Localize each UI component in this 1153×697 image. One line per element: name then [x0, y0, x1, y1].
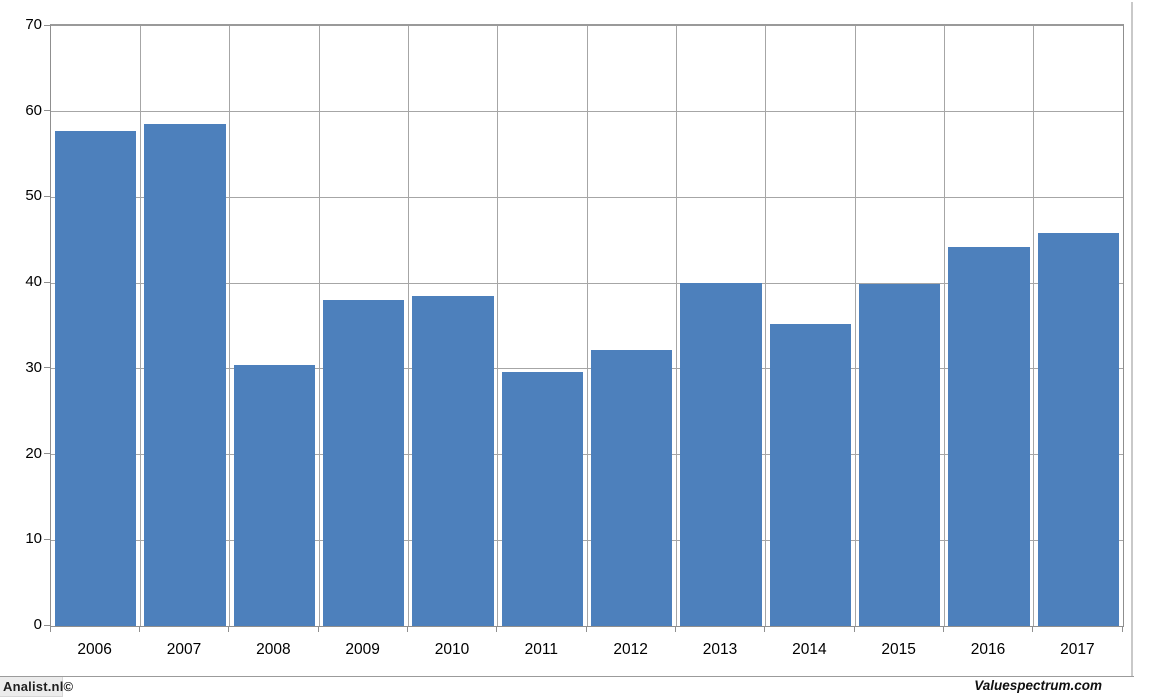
- x-axis-label-2015: 2015: [881, 641, 916, 658]
- chart-frame-right-border: [1131, 2, 1133, 676]
- xtick-8: [764, 626, 766, 632]
- bar-2006: [55, 131, 137, 626]
- bar-2015: [859, 284, 941, 626]
- xtick-9: [853, 626, 855, 632]
- x-axis-label-2013: 2013: [702, 641, 738, 658]
- bar-2016: [948, 247, 1030, 626]
- xtick-0: [49, 626, 51, 632]
- gridline-x-1: [139, 26, 141, 626]
- gridline-x-11: [1033, 26, 1035, 626]
- xtick-1: [138, 626, 140, 632]
- xtick-5: [496, 626, 498, 632]
- xtick-3: [317, 626, 319, 632]
- gridline-x-2: [229, 26, 231, 626]
- bar-2017: [1037, 232, 1119, 626]
- y-axis-label-0: 0: [33, 616, 42, 633]
- xtick-2: [228, 626, 230, 632]
- xtick-4: [406, 626, 408, 632]
- gridline-x-6: [586, 26, 588, 626]
- x-axis-label-2011: 2011: [524, 641, 558, 658]
- y-axis-label-40: 40: [25, 273, 42, 291]
- plot-area: [50, 24, 1124, 627]
- xtick-11: [1032, 626, 1034, 632]
- bar-2009: [323, 300, 405, 626]
- gridline-x-5: [497, 26, 499, 626]
- x-axis-label-2008: 2008: [256, 641, 291, 658]
- ytick-0: [44, 624, 50, 626]
- xtick-10: [942, 626, 944, 632]
- y-axis-label-30: 30: [25, 358, 42, 376]
- x-axis-label-2014: 2014: [792, 641, 827, 658]
- x-axis-label-2016: 2016: [970, 641, 1006, 658]
- ytick-50: [44, 195, 50, 197]
- ytick-10: [44, 538, 50, 540]
- ytick-30: [44, 367, 50, 369]
- footer: Analist.nl© Valuespectrum.com: [0, 677, 1153, 697]
- bar-2011: [501, 372, 583, 626]
- bar-2012: [591, 350, 673, 626]
- y-axis-label-60: 60: [25, 101, 42, 119]
- y-axis-label-50: 50: [25, 187, 42, 205]
- source-credit-left: Analist.nl©: [3, 679, 74, 694]
- x-axis-label-2010: 2010: [434, 641, 470, 658]
- ytick-60: [44, 110, 50, 112]
- bar-2007: [144, 123, 226, 626]
- x-axis-label-2017: 2017: [1060, 641, 1095, 658]
- ytick-70: [44, 24, 50, 26]
- xtick-12: [1121, 626, 1123, 632]
- x-axis-label-2006: 2006: [77, 641, 112, 658]
- ytick-40: [44, 281, 50, 283]
- chart-frame-bottom-border: [0, 676, 1134, 677]
- plot-canvas: [51, 26, 1123, 626]
- source-credit-right: Valuespectrum.com: [974, 678, 1102, 693]
- gridline-x-8: [765, 26, 767, 626]
- xtick-7: [674, 626, 676, 632]
- y-axis-label-20: 20: [25, 444, 42, 462]
- gridline-x-4: [407, 26, 409, 626]
- ytick-20: [44, 453, 50, 455]
- bar-2008: [233, 364, 315, 626]
- x-axis-label-2012: 2012: [613, 641, 648, 658]
- gridline-x-3: [318, 26, 320, 626]
- gridline-x-9: [854, 26, 856, 626]
- bar-2013: [680, 283, 762, 626]
- xtick-6: [585, 626, 587, 632]
- gridline-x-10: [943, 26, 945, 626]
- x-axis-label-2007: 2007: [166, 641, 202, 658]
- bar-2014: [769, 324, 851, 626]
- gridline-x-7: [675, 26, 677, 626]
- x-axis-label-2009: 2009: [345, 641, 380, 658]
- y-axis-label-10: 10: [25, 530, 42, 548]
- bar-2010: [412, 296, 494, 626]
- y-axis-label-70: 70: [25, 16, 42, 33]
